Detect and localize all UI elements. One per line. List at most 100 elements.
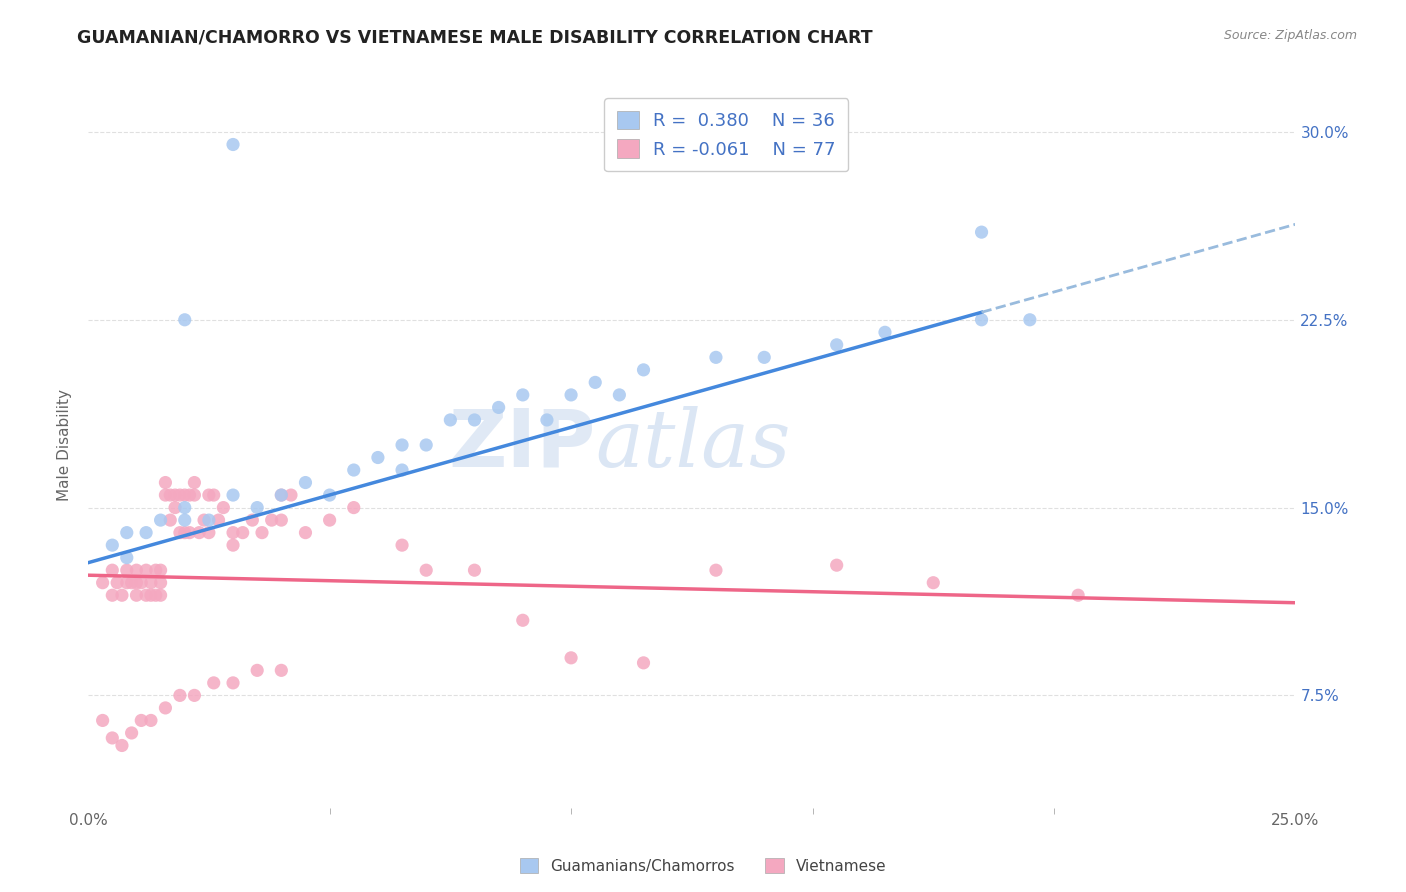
Point: [704, 351, 727, 365]
Point: [970, 225, 993, 239]
Point: [121, 575, 143, 590]
Point: [183, 689, 205, 703]
Point: [560, 388, 582, 402]
Point: [512, 388, 534, 402]
Point: [125, 563, 148, 577]
Point: [105, 575, 128, 590]
Point: [704, 563, 727, 577]
Point: [560, 650, 582, 665]
Point: [463, 563, 485, 577]
Point: [270, 488, 292, 502]
Point: [318, 513, 340, 527]
Point: [139, 714, 162, 728]
Point: [343, 500, 366, 515]
Point: [125, 575, 148, 590]
Point: [145, 588, 167, 602]
Point: [165, 488, 187, 502]
Point: [173, 525, 195, 540]
Point: [121, 726, 143, 740]
Legend: Guamanians/Chamorros, Vietnamese: Guamanians/Chamorros, Vietnamese: [513, 852, 893, 880]
Point: [439, 413, 461, 427]
Point: [207, 513, 229, 527]
Point: [198, 513, 221, 527]
Point: [139, 575, 162, 590]
Point: [246, 500, 269, 515]
Point: [222, 538, 245, 552]
Point: [391, 438, 413, 452]
Point: [318, 488, 340, 502]
Point: [173, 500, 195, 515]
Point: [294, 525, 316, 540]
Point: [202, 676, 225, 690]
Point: [149, 575, 172, 590]
Point: [222, 137, 245, 152]
Point: [183, 488, 205, 502]
Point: [159, 513, 181, 527]
Point: [754, 351, 776, 365]
Point: [155, 475, 177, 490]
Point: [536, 413, 558, 427]
Point: [212, 500, 235, 515]
Point: [873, 326, 896, 340]
Point: [149, 513, 172, 527]
Point: [101, 538, 124, 552]
Point: [173, 313, 195, 327]
Point: [193, 513, 215, 527]
Point: [129, 575, 152, 590]
Point: [294, 475, 316, 490]
Point: [198, 525, 221, 540]
Point: [922, 575, 945, 590]
Point: [179, 488, 201, 502]
Point: [91, 714, 114, 728]
Y-axis label: Male Disability: Male Disability: [58, 389, 72, 501]
Text: GUAMANIAN/CHAMORRO VS VIETNAMESE MALE DISABILITY CORRELATION CHART: GUAMANIAN/CHAMORRO VS VIETNAMESE MALE DI…: [77, 29, 873, 46]
Point: [101, 563, 124, 577]
Point: [609, 388, 631, 402]
Point: [149, 563, 172, 577]
Point: [343, 463, 366, 477]
Point: [1018, 313, 1040, 327]
Point: [270, 488, 292, 502]
Point: [270, 513, 292, 527]
Point: [391, 463, 413, 477]
Point: [115, 575, 138, 590]
Point: [111, 588, 134, 602]
Point: [463, 413, 485, 427]
Point: [250, 525, 273, 540]
Point: [825, 558, 848, 573]
Point: [169, 488, 191, 502]
Point: [111, 739, 134, 753]
Legend: R =  0.380    N = 36, R = -0.061    N = 77: R = 0.380 N = 36, R = -0.061 N = 77: [605, 98, 848, 171]
Point: [135, 563, 157, 577]
Point: [260, 513, 283, 527]
Point: [198, 488, 221, 502]
Point: [165, 500, 187, 515]
Point: [155, 701, 177, 715]
Point: [115, 525, 138, 540]
Point: [825, 338, 848, 352]
Point: [391, 538, 413, 552]
Point: [173, 513, 195, 527]
Point: [415, 563, 437, 577]
Point: [169, 689, 191, 703]
Point: [202, 488, 225, 502]
Point: [183, 475, 205, 490]
Point: [970, 313, 993, 327]
Point: [145, 563, 167, 577]
Point: [179, 525, 201, 540]
Point: [115, 563, 138, 577]
Point: [101, 588, 124, 602]
Point: [125, 588, 148, 602]
Point: [155, 488, 177, 502]
Point: [159, 488, 181, 502]
Point: [222, 525, 245, 540]
Point: [583, 376, 606, 390]
Point: [270, 664, 292, 678]
Point: [139, 588, 162, 602]
Text: Source: ZipAtlas.com: Source: ZipAtlas.com: [1223, 29, 1357, 42]
Point: [135, 588, 157, 602]
Point: [367, 450, 389, 465]
Point: [188, 525, 211, 540]
Point: [246, 664, 269, 678]
Point: [101, 731, 124, 745]
